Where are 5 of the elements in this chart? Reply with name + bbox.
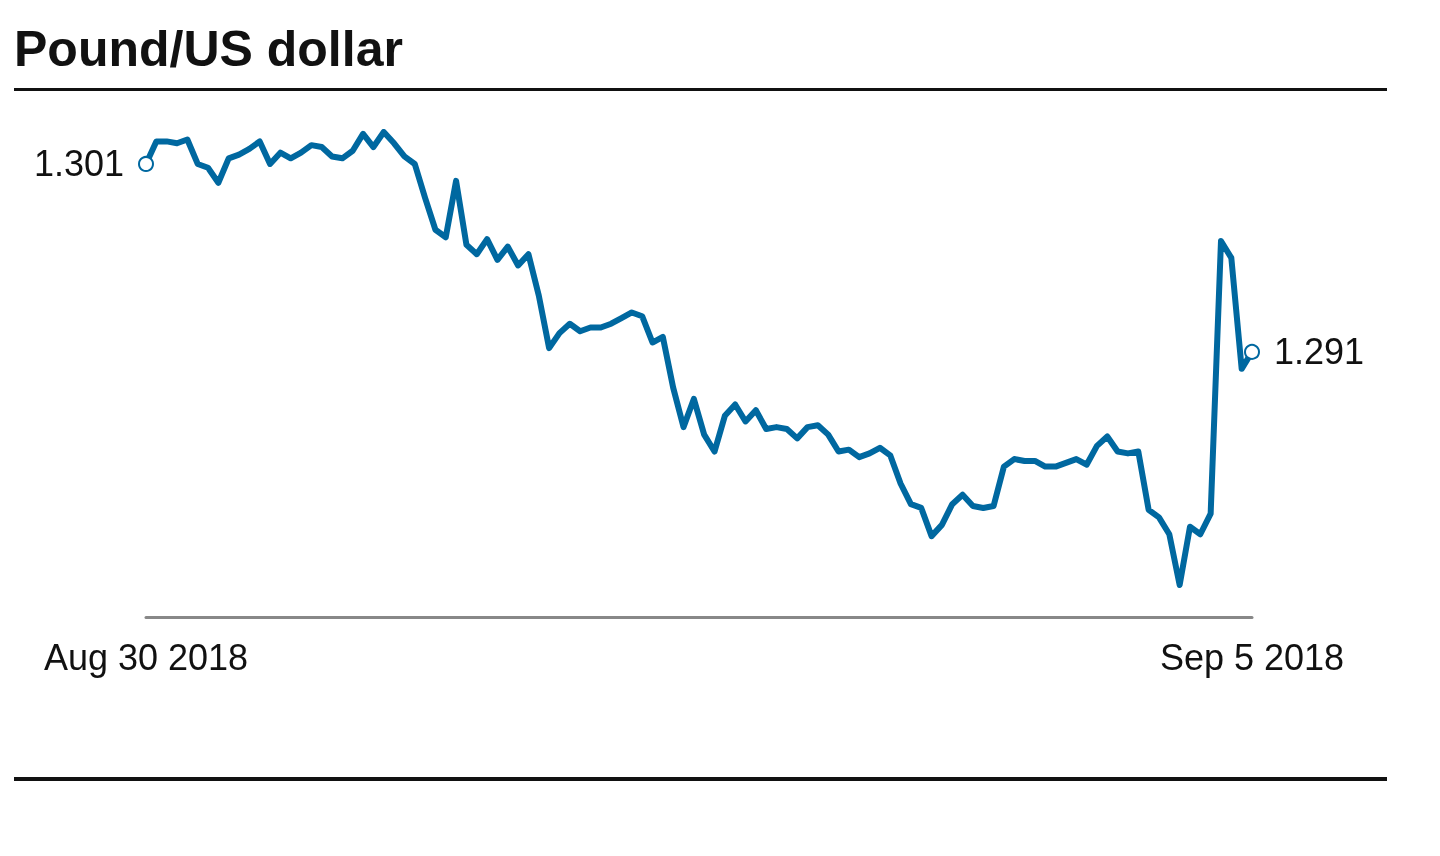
x-tick-label: Sep 5 2018 — [1159, 636, 1345, 678]
chart-title: Pound/US dollar — [14, 20, 403, 78]
x-tick-label: Aug 30 2018 — [43, 636, 249, 678]
data-label: 1.291 — [1274, 331, 1365, 373]
data-label: 1.301 — [33, 143, 124, 185]
